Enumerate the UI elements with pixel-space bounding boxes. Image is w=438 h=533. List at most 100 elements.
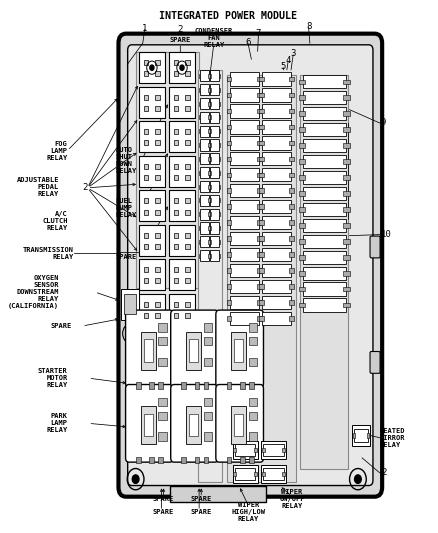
- FancyBboxPatch shape: [208, 157, 209, 161]
- FancyBboxPatch shape: [227, 75, 296, 482]
- FancyBboxPatch shape: [367, 433, 369, 438]
- FancyBboxPatch shape: [141, 332, 155, 369]
- FancyBboxPatch shape: [210, 88, 211, 92]
- FancyBboxPatch shape: [200, 84, 209, 95]
- FancyBboxPatch shape: [199, 171, 201, 175]
- Text: 5: 5: [280, 62, 286, 71]
- FancyBboxPatch shape: [185, 267, 190, 272]
- FancyBboxPatch shape: [210, 240, 211, 244]
- FancyBboxPatch shape: [219, 74, 220, 78]
- FancyBboxPatch shape: [219, 254, 220, 257]
- FancyBboxPatch shape: [227, 109, 231, 114]
- FancyBboxPatch shape: [257, 93, 261, 98]
- FancyBboxPatch shape: [210, 212, 211, 216]
- FancyBboxPatch shape: [219, 171, 220, 175]
- FancyBboxPatch shape: [181, 382, 186, 389]
- FancyBboxPatch shape: [208, 171, 209, 175]
- FancyBboxPatch shape: [139, 259, 165, 290]
- FancyBboxPatch shape: [170, 486, 266, 502]
- FancyBboxPatch shape: [354, 429, 368, 442]
- FancyBboxPatch shape: [257, 268, 261, 273]
- Text: PARK
LAMP
RELAY: PARK LAMP RELAY: [46, 413, 67, 433]
- FancyBboxPatch shape: [262, 232, 291, 245]
- FancyBboxPatch shape: [210, 184, 211, 189]
- FancyBboxPatch shape: [262, 296, 291, 309]
- FancyBboxPatch shape: [249, 337, 257, 345]
- FancyBboxPatch shape: [210, 195, 219, 206]
- FancyBboxPatch shape: [155, 175, 160, 180]
- FancyBboxPatch shape: [210, 181, 219, 192]
- FancyBboxPatch shape: [174, 278, 178, 283]
- Text: FOG
LAMP
RELAY: FOG LAMP RELAY: [46, 141, 67, 160]
- FancyBboxPatch shape: [303, 298, 346, 312]
- FancyBboxPatch shape: [262, 312, 291, 325]
- FancyBboxPatch shape: [174, 130, 178, 134]
- Text: 2: 2: [178, 26, 183, 35]
- FancyBboxPatch shape: [343, 127, 350, 132]
- FancyBboxPatch shape: [259, 284, 264, 289]
- FancyBboxPatch shape: [343, 255, 350, 260]
- FancyBboxPatch shape: [144, 141, 148, 146]
- FancyBboxPatch shape: [169, 225, 195, 256]
- FancyBboxPatch shape: [299, 175, 305, 180]
- FancyBboxPatch shape: [174, 267, 178, 272]
- FancyBboxPatch shape: [181, 457, 186, 463]
- FancyBboxPatch shape: [299, 303, 305, 308]
- FancyBboxPatch shape: [290, 252, 293, 257]
- Text: 2: 2: [82, 183, 88, 192]
- FancyBboxPatch shape: [303, 203, 346, 216]
- Text: STARTER
MOTOR
RELAY: STARTER MOTOR RELAY: [38, 368, 67, 388]
- FancyBboxPatch shape: [169, 87, 195, 118]
- FancyBboxPatch shape: [186, 332, 201, 369]
- FancyBboxPatch shape: [200, 154, 209, 165]
- FancyBboxPatch shape: [199, 254, 201, 257]
- FancyBboxPatch shape: [249, 382, 254, 389]
- FancyBboxPatch shape: [240, 457, 244, 463]
- FancyBboxPatch shape: [210, 143, 211, 147]
- FancyBboxPatch shape: [257, 109, 261, 114]
- FancyBboxPatch shape: [200, 167, 209, 178]
- FancyBboxPatch shape: [155, 164, 160, 169]
- FancyBboxPatch shape: [261, 465, 286, 483]
- Text: 4: 4: [286, 56, 291, 64]
- FancyBboxPatch shape: [199, 198, 201, 203]
- FancyBboxPatch shape: [199, 184, 201, 189]
- FancyBboxPatch shape: [155, 95, 160, 100]
- FancyBboxPatch shape: [155, 60, 160, 65]
- FancyBboxPatch shape: [259, 300, 264, 305]
- FancyBboxPatch shape: [159, 411, 166, 420]
- FancyBboxPatch shape: [139, 156, 165, 187]
- FancyBboxPatch shape: [299, 127, 305, 132]
- FancyBboxPatch shape: [199, 157, 201, 161]
- FancyBboxPatch shape: [144, 130, 148, 134]
- FancyBboxPatch shape: [254, 448, 257, 453]
- FancyBboxPatch shape: [199, 116, 201, 119]
- FancyBboxPatch shape: [155, 267, 160, 272]
- FancyBboxPatch shape: [189, 339, 198, 362]
- FancyBboxPatch shape: [171, 384, 219, 462]
- FancyBboxPatch shape: [343, 191, 350, 196]
- FancyBboxPatch shape: [352, 425, 371, 446]
- FancyBboxPatch shape: [249, 457, 254, 463]
- FancyBboxPatch shape: [139, 87, 165, 118]
- FancyBboxPatch shape: [230, 184, 259, 197]
- FancyBboxPatch shape: [210, 102, 211, 106]
- FancyBboxPatch shape: [262, 248, 291, 261]
- FancyBboxPatch shape: [262, 184, 291, 197]
- FancyBboxPatch shape: [144, 175, 148, 180]
- FancyBboxPatch shape: [259, 173, 264, 177]
- FancyBboxPatch shape: [200, 181, 209, 192]
- FancyBboxPatch shape: [257, 220, 261, 225]
- FancyBboxPatch shape: [230, 88, 259, 102]
- FancyBboxPatch shape: [185, 209, 190, 214]
- FancyBboxPatch shape: [126, 384, 173, 462]
- FancyBboxPatch shape: [144, 71, 148, 76]
- FancyBboxPatch shape: [159, 324, 166, 332]
- FancyBboxPatch shape: [227, 125, 231, 130]
- FancyBboxPatch shape: [262, 120, 291, 134]
- FancyBboxPatch shape: [144, 95, 148, 100]
- FancyBboxPatch shape: [303, 139, 346, 152]
- Text: A/C
CLUTCH
RELAY: A/C CLUTCH RELAY: [42, 211, 67, 231]
- Text: 7: 7: [256, 29, 261, 38]
- FancyBboxPatch shape: [227, 316, 231, 321]
